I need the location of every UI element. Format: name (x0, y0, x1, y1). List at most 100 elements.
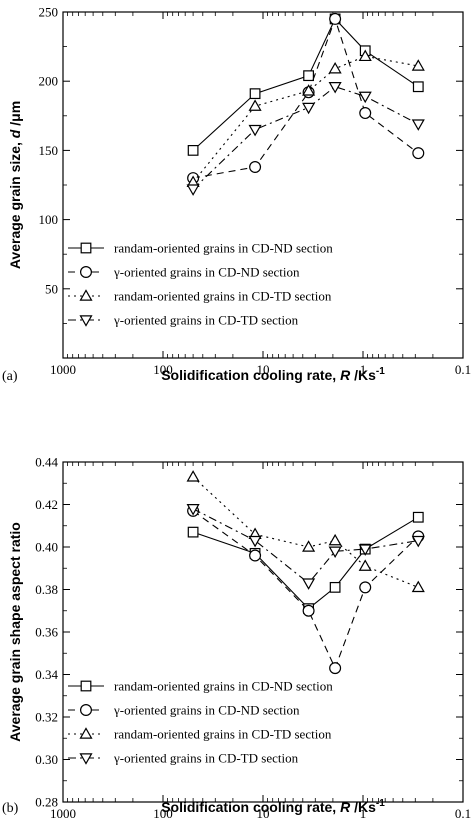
data-point (303, 70, 314, 82)
data-point (359, 107, 372, 120)
y-tick-label: 150 (39, 143, 59, 158)
x-axis-label-unit: /Ks (350, 799, 376, 815)
triangle-up-marker (79, 727, 93, 739)
data-point (249, 161, 262, 174)
legend-label: randam-oriented grains in CD-TD section (114, 727, 332, 742)
triangle-up-marker (79, 289, 93, 301)
triangle-down-marker (411, 535, 425, 548)
series-3 (186, 470, 425, 593)
data-point (187, 526, 199, 538)
x-axis-label: Solidification cooling rate, R /Ks-1 (161, 798, 385, 815)
triangle-down-marker (248, 535, 262, 548)
x-tick-label: 0.1 (455, 362, 471, 377)
data-point (328, 81, 342, 94)
square-marker (80, 680, 92, 692)
y-tick-label: 0.34 (35, 667, 58, 682)
y-axis-label-text: Average grain size, (7, 138, 23, 269)
triangle-up-marker (328, 533, 342, 546)
y-axis-label-text: Average grain shape aspect ratio (7, 522, 23, 742)
data-point (302, 102, 316, 115)
y-tick-label: 200 (39, 74, 59, 89)
y-tick-label: 0.28 (35, 795, 58, 810)
y-tick-label: 0.36 (35, 625, 58, 640)
data-point (358, 544, 372, 556)
plot-frame (62, 11, 464, 359)
data-point (302, 578, 316, 590)
data-point (249, 549, 262, 562)
legend-entry: γ-oriented grains in CD-ND section (68, 703, 300, 718)
data-point (187, 145, 199, 156)
triangle-down-marker (411, 119, 425, 131)
data-point (248, 99, 262, 111)
x-axis-label-symbol: R (340, 367, 351, 383)
square-marker (303, 70, 314, 82)
y-axis-label: Average grain size, d /μm (7, 101, 23, 269)
series-line (193, 17, 419, 179)
triangle-up-marker (186, 470, 200, 482)
data-point (412, 147, 425, 160)
circle-marker (249, 549, 262, 562)
legend-entry: randam-oriented grains in CD-ND section (68, 679, 333, 694)
x-tick-label: 10 (257, 806, 270, 818)
series-4 (186, 81, 425, 196)
data-point (411, 580, 425, 593)
data-point (186, 470, 200, 482)
legend-entry: randam-oriented grains in CD-TD section (68, 727, 332, 742)
square-marker (249, 88, 261, 100)
series-line (192, 17, 419, 151)
triangle-down-marker (302, 102, 316, 115)
x-tick-label: 1000 (50, 362, 76, 377)
x-axis-label: Solidification cooling rate, R /Ks-1 (161, 366, 385, 383)
chart-panel-2: 1000 100 10 1 0.1 0.28 0.30 0.32 0.34 0.36 0.38 0.4… (2, 455, 471, 818)
circle-marker (359, 581, 372, 594)
circle-marker (79, 266, 92, 279)
x-tick-label: 10 (257, 362, 270, 377)
x-axis-label-text: Solidification cooling rate, (161, 367, 340, 383)
square-marker (187, 145, 199, 156)
legend-label: γ-oriented grains in CD-ND section (113, 265, 300, 280)
series-line (192, 86, 419, 190)
triangle-down-marker (79, 315, 93, 327)
triangle-down-marker (358, 91, 372, 104)
data-point (411, 59, 425, 71)
legend-entry: randam-oriented grains in CD-TD section (68, 289, 332, 304)
data-point (359, 581, 372, 594)
x-axis-label-symbol: R (340, 799, 351, 815)
y-tick-label: 50 (45, 281, 58, 296)
data-point (329, 12, 342, 25)
legend-label: γ-oriented grains in CD-ND section (113, 703, 300, 718)
circle-marker (329, 12, 342, 25)
x-axis-label-unit: /Ks (350, 367, 376, 383)
series-line (192, 510, 419, 670)
y-tick-label: 0.42 (35, 497, 58, 512)
y-tick-label: 100 (39, 212, 59, 227)
y-axis-label: Average grain shape aspect ratio (7, 522, 23, 742)
data-point (411, 535, 425, 548)
x-axis-label-exponent: -1 (376, 798, 385, 809)
legend-label: γ-oriented grains in CD-TD section (113, 751, 299, 766)
square-marker (412, 511, 424, 523)
data-point (328, 533, 342, 546)
data-point (358, 49, 372, 62)
legend-label: randam-oriented grains in CD-ND section (114, 679, 333, 694)
data-point (411, 119, 425, 131)
triangle-up-marker (328, 62, 342, 74)
data-point (249, 88, 261, 100)
triangle-up-marker (248, 99, 262, 111)
data-point (358, 559, 372, 571)
triangle-down-marker (186, 504, 200, 516)
triangle-down-marker (186, 184, 200, 196)
data-point (328, 546, 342, 558)
triangle-down-marker (248, 124, 262, 137)
square-marker (329, 581, 341, 593)
circle-marker (79, 703, 92, 716)
y-tick-label: 250 (39, 5, 59, 20)
square-marker (187, 526, 199, 538)
panel-label: (b) (2, 801, 19, 816)
circle-marker (249, 161, 262, 174)
legend-entry: randam-oriented grains in CD-ND section (68, 241, 333, 256)
series-line (192, 508, 419, 584)
data-point (248, 124, 262, 137)
legend-entry: γ-oriented grains in CD-TD section (68, 313, 299, 328)
